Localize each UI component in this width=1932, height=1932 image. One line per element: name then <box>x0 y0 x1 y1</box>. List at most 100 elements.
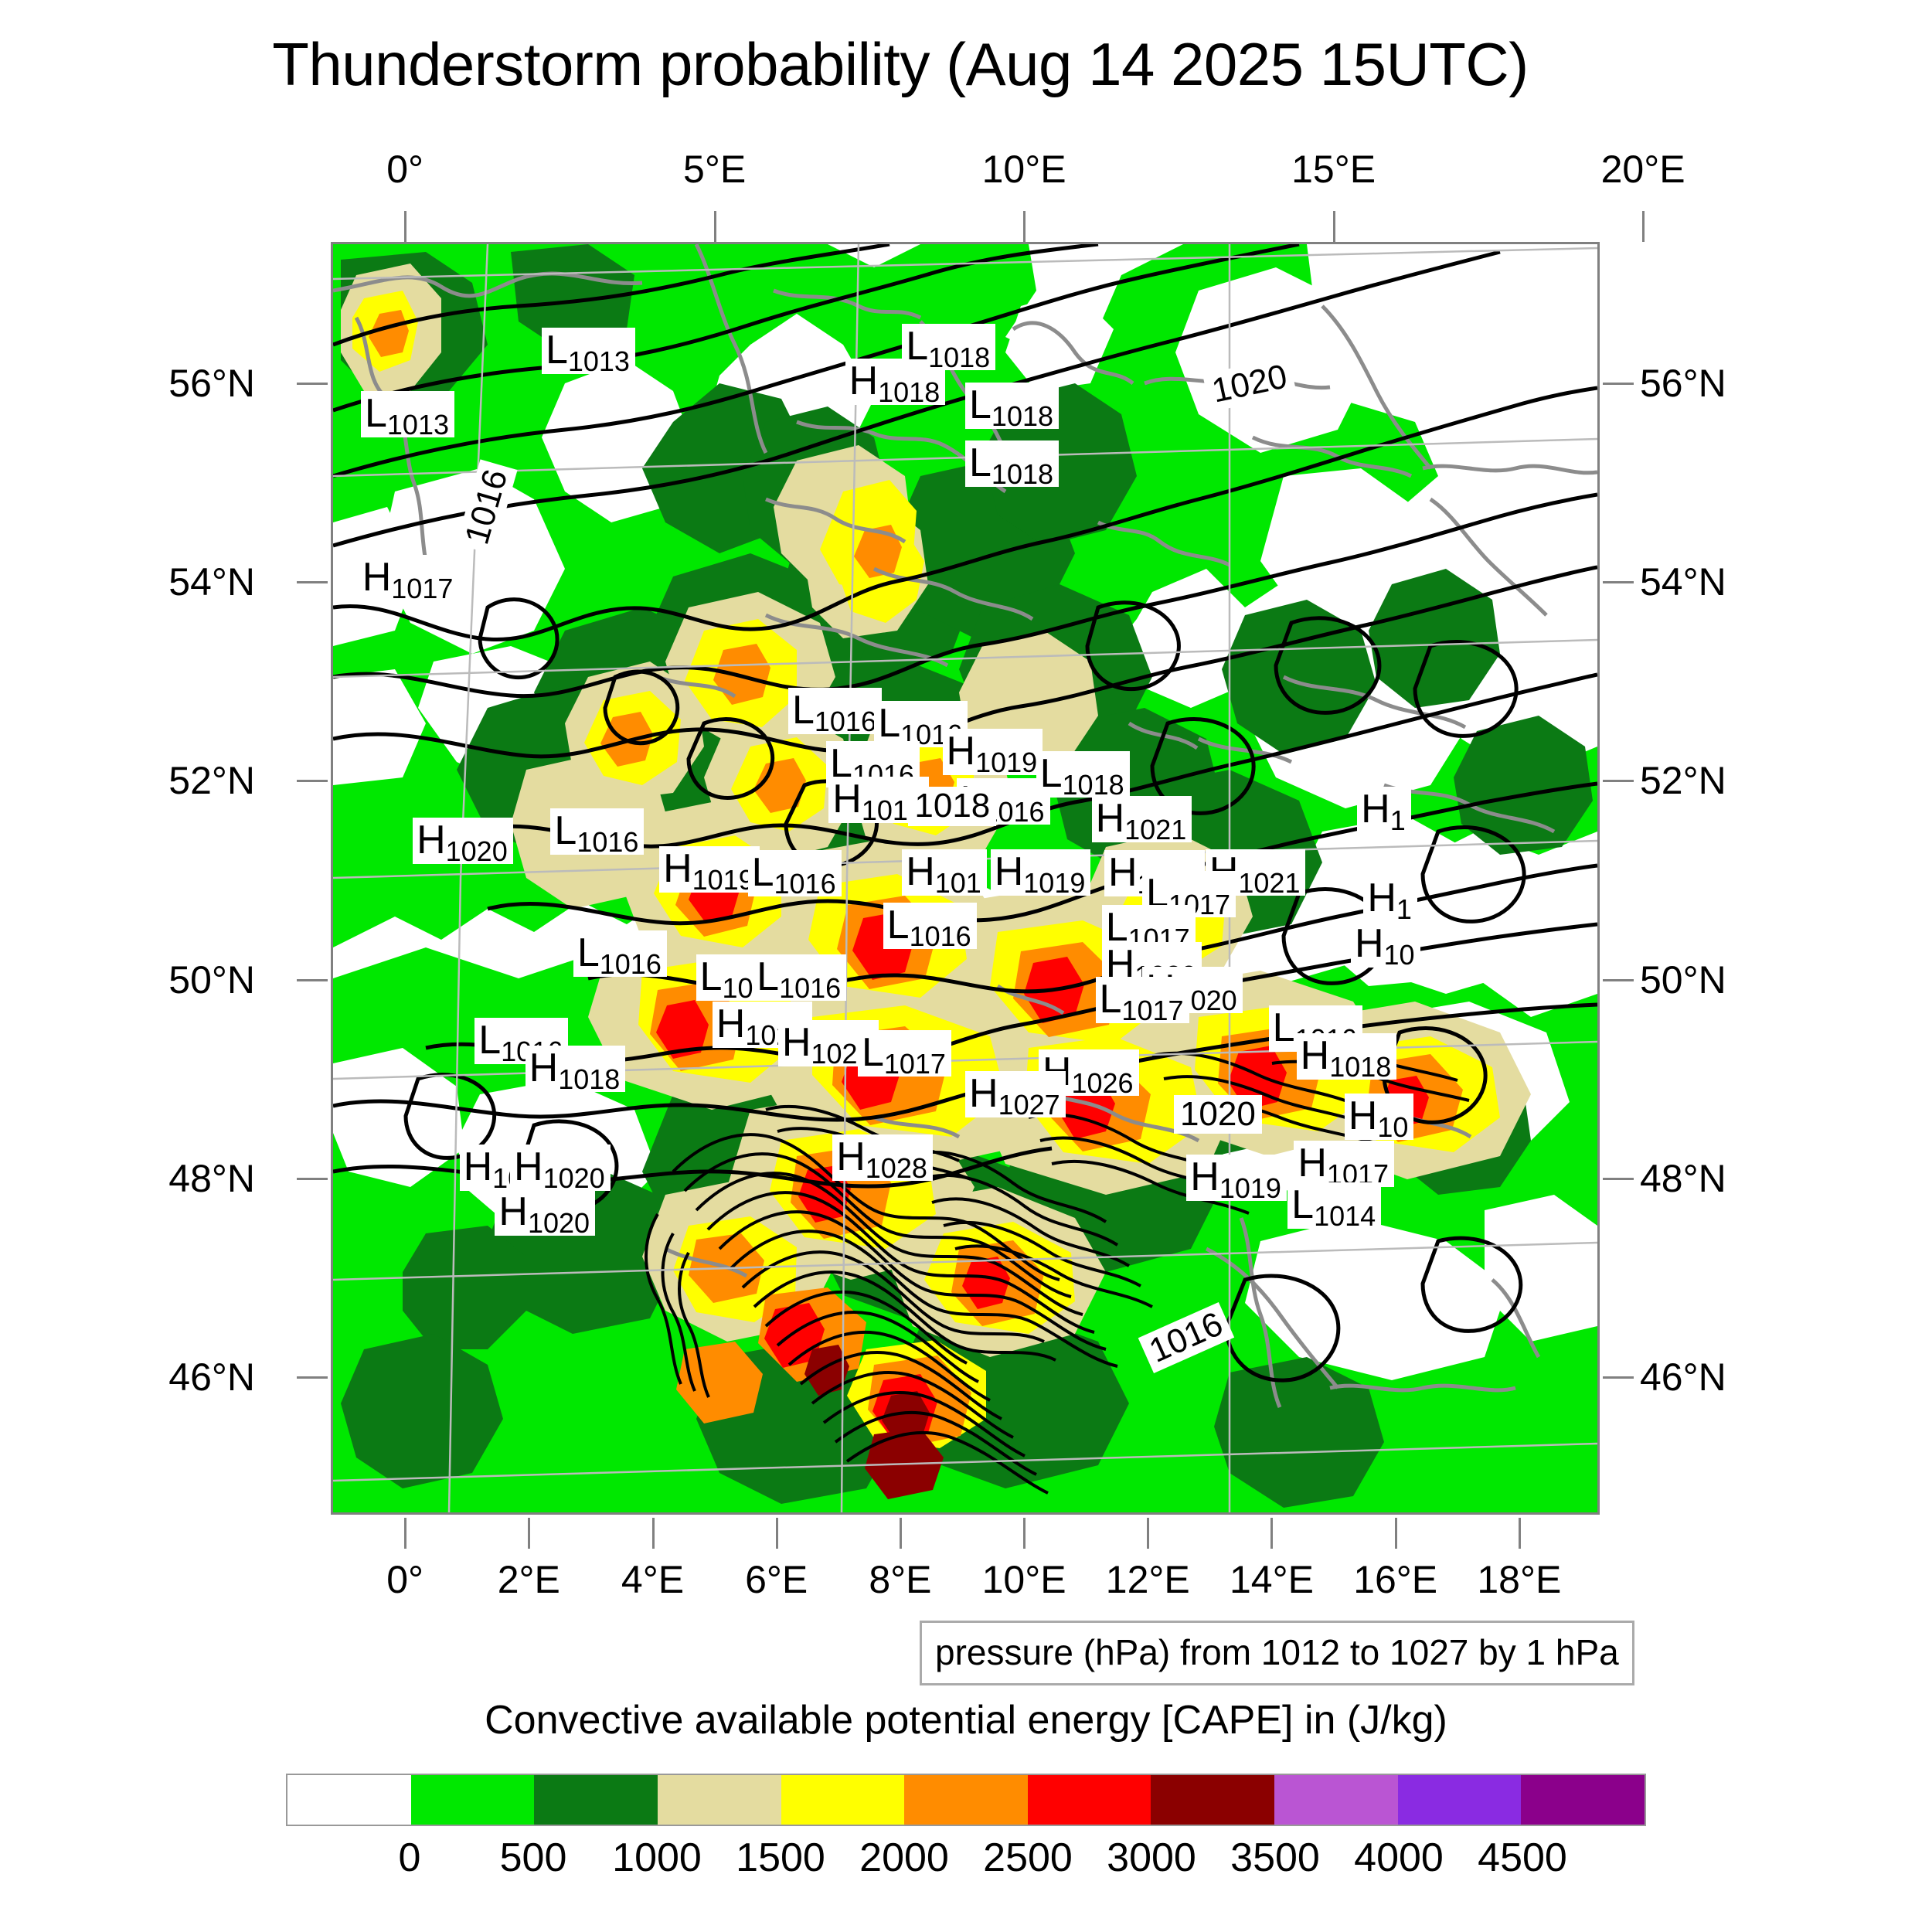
colorbar-tick-4000: 4000 <box>1354 1835 1444 1880</box>
pressure-label-letter: L <box>1099 977 1122 1022</box>
pressure-label-value: 1021 <box>1238 866 1301 899</box>
pressure-label-value: 1019 <box>692 864 754 896</box>
pressure-label-letter: L <box>1272 1005 1295 1050</box>
colorbar-caption: Convective available potential energy [C… <box>485 1698 1447 1743</box>
colorbar-swatch-0 <box>287 1775 411 1825</box>
bottom-tick-8°E: 8°E <box>869 1558 932 1601</box>
pressure-label-high: H1027 <box>965 1070 1066 1118</box>
bottom-tick-0°: 0° <box>386 1558 424 1601</box>
pressure-label-value: 1016 <box>577 826 639 859</box>
colorbar-swatch-5 <box>904 1775 1028 1825</box>
right-tick-50°N: 50°N <box>1640 957 1726 1002</box>
pressure-label-value: 1019 <box>1023 866 1086 899</box>
pressure-label-value: 1020 <box>445 835 508 867</box>
pressure-label-value: 1017 <box>883 1048 946 1080</box>
colorbar-tick-2500: 2500 <box>983 1835 1073 1880</box>
pressure-label-low: L1016 <box>883 902 977 952</box>
left-tick-mark-3 <box>297 978 328 981</box>
pressure-label-letter: H <box>832 777 862 822</box>
left-tick-mark-5 <box>297 1376 328 1379</box>
pressure-label-letter: H <box>463 1145 493 1190</box>
right-tick-mark-4 <box>1603 1178 1634 1181</box>
colorbar-tick-2000: 2000 <box>859 1835 949 1880</box>
pressure-label-low: L1013 <box>541 328 635 376</box>
pressure-label-letter: L <box>1291 1182 1315 1228</box>
map-plot-area[interactable]: L1013 L1013 H1018 L1018 L1018 L1018 H1017 H1020… <box>331 242 1600 1515</box>
pressure-label-letter: H <box>969 1070 998 1116</box>
pressure-label-letter: L <box>545 328 568 373</box>
pressure-label-value: 1016 <box>774 868 836 900</box>
pressure-label-value: 1018 <box>928 342 991 374</box>
bottom-tick-mark-3 <box>775 1518 778 1549</box>
pressure-label-letter: L <box>861 1030 884 1076</box>
page-title: Thunderstorm probability (Aug 14 2025 15… <box>272 30 1529 98</box>
pressure-label-letter: H <box>1300 1032 1330 1078</box>
pressure-label-letter: H <box>1190 1155 1219 1200</box>
bottom-tick-16°E: 16°E <box>1353 1558 1438 1601</box>
bottom-tick-6°E: 6°E <box>745 1558 808 1601</box>
pressure-label-high: H1 <box>1357 787 1411 835</box>
cape-colorbar[interactable] <box>286 1774 1646 1826</box>
right-tick-46°N: 46°N <box>1640 1355 1726 1400</box>
colorbar-tick-500: 500 <box>499 1835 567 1880</box>
pressure-label-value: 1017 <box>1121 995 1184 1027</box>
top-tick-20°E: 20°E <box>1600 148 1685 191</box>
colorbar-swatch-1 <box>410 1775 535 1825</box>
bottom-tick-mark-2 <box>651 1518 655 1549</box>
pressure-label-letter: H <box>849 358 879 403</box>
pressure-label-value: 1018 <box>1329 1050 1392 1083</box>
colorbar-swatch-4 <box>781 1775 905 1825</box>
pressure-label-letter: H <box>417 817 446 862</box>
colorbar-tick-labels: 0 500 1000 1500 2000 2500 3000 3500 4000 4500 <box>286 1835 1646 1881</box>
pressure-label-letter: H <box>716 1001 746 1046</box>
colorbar-swatch-9 <box>1397 1775 1522 1825</box>
top-tick-mark-3 <box>1332 211 1335 242</box>
pressure-label-letter: L <box>364 391 387 437</box>
pressure-label-low: L1016 <box>550 808 645 859</box>
pressure-label-high: H1020 <box>495 1189 596 1236</box>
colorbar-swatch-7 <box>1151 1775 1275 1825</box>
pressure-label-high: H1021 <box>1091 795 1192 845</box>
pressure-label-low: L1018 <box>965 440 1060 488</box>
pressure-label-high: H1019 <box>1186 1155 1287 1202</box>
pressure-label-low: L1018 <box>902 324 996 374</box>
right-tick-mark-0 <box>1603 382 1634 385</box>
pressure-label-letter: H <box>1095 795 1125 841</box>
pressure-label-value: 1028 <box>865 1151 927 1184</box>
pressure-label-letter: L <box>791 688 815 733</box>
left-tick-48°N: 48°N <box>168 1157 255 1201</box>
contour-value-label: 1018 <box>908 787 997 826</box>
pressure-label-low: L1017 <box>857 1030 951 1080</box>
pressure-label-letter: H <box>498 1189 528 1234</box>
pressure-label-high: H1020 <box>510 1145 611 1192</box>
pressure-label-value: 1016 <box>779 971 842 1004</box>
pressure-label-high: H10 <box>1344 1094 1414 1141</box>
pressure-label-low: L1016 <box>787 688 882 736</box>
pressure-label-value: 1021 <box>1124 813 1187 845</box>
left-tick-52°N: 52°N <box>168 759 255 803</box>
bottom-tick-mark-6 <box>1147 1518 1150 1549</box>
pressure-label-letter: L <box>906 324 929 369</box>
left-tick-mark-4 <box>297 1178 328 1181</box>
pressure-label-letter: H <box>529 1046 559 1091</box>
pressure-label-letter: L <box>1105 904 1128 950</box>
right-tick-mark-2 <box>1603 780 1634 783</box>
pressure-label-letter: L <box>878 700 901 746</box>
bottom-tick-10°E: 10°E <box>981 1558 1066 1601</box>
right-tick-mark-5 <box>1603 1376 1634 1379</box>
pressure-label-value: 101 <box>934 866 981 899</box>
left-tick-mark-1 <box>297 581 328 584</box>
pressure-label-high: H101 <box>902 849 987 896</box>
pressure-label-letter: L <box>1039 751 1063 797</box>
right-tick-56°N: 56°N <box>1640 361 1726 405</box>
pressure-label-letter: H <box>514 1145 543 1190</box>
pressure-label-value: 1013 <box>386 409 449 441</box>
top-tick-10°E: 10°E <box>981 148 1066 191</box>
pressure-label-value: 1019 <box>975 746 1038 778</box>
colorbar-tick-1000: 1000 <box>612 1835 702 1880</box>
pressure-label-letter: H <box>1107 850 1138 896</box>
bottom-tick-mark-4 <box>899 1518 902 1549</box>
pressure-label-value: 1016 <box>909 920 971 952</box>
top-tick-mark-2 <box>1023 211 1026 242</box>
